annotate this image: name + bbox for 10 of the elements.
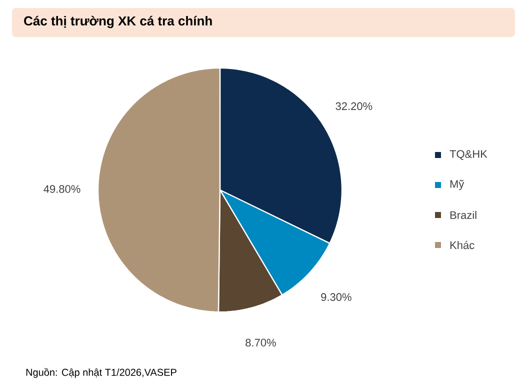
- data-label: 49.80%: [44, 185, 80, 193]
- text: Nguồn: Cập nhật T1/2026,VASEP: [26, 368, 176, 378]
- legend-label: Khác: [450, 240, 474, 250]
- chart-title: Các thị trường XK cá tra chính: [24, 16, 212, 28]
- legend-label: Brazil: [450, 210, 476, 220]
- legend-label: Mỹ: [450, 180, 464, 190]
- data-label: 9.30%: [321, 293, 352, 301]
- legend-label: TQ&HK: [450, 150, 488, 160]
- data-label: 8.70%: [246, 338, 276, 347]
- data-label: 32.20%: [336, 102, 372, 110]
